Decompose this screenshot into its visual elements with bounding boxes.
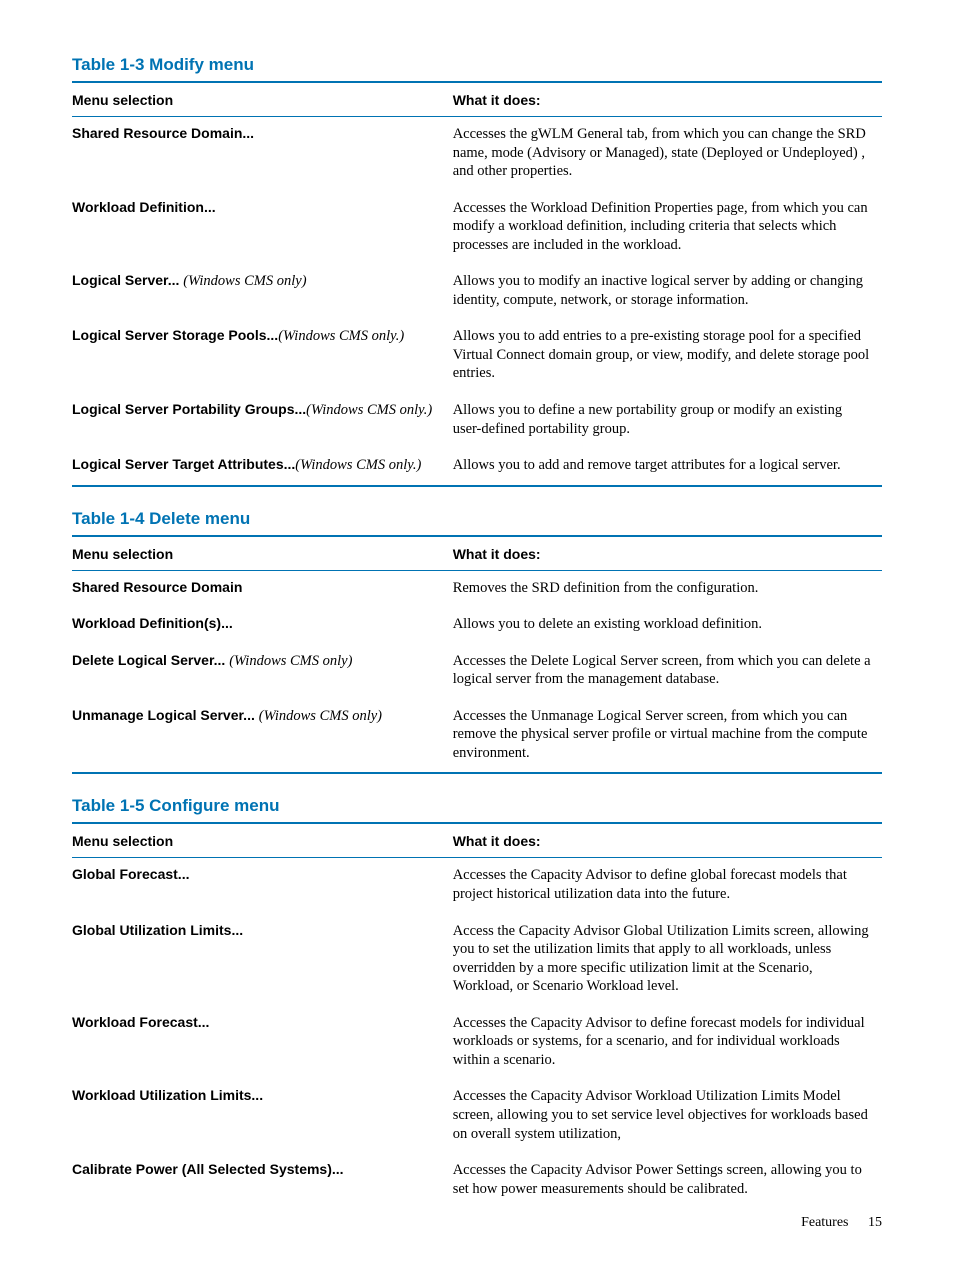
table-row: Unmanage Logical Server... (Windows CMS … [72,699,882,773]
menu-label: Calibrate Power (All Selected Systems)..… [72,1161,344,1177]
menu-label: Global Utilization Limits... [72,922,243,938]
col-header-menu: Menu selection [72,823,453,858]
delete-table: Menu selection What it does: Shared Reso… [72,535,882,773]
menu-label: Logical Server Target Attributes... [72,456,295,472]
menu-label: Workload Definition... [72,199,216,215]
menu-note: (Windows CMS only) [229,653,352,669]
menu-selection-cell: Workload Definition(s)... [72,607,453,644]
menu-selection-cell: Workload Forecast... [72,1006,453,1080]
menu-label: Unmanage Logical Server... [72,707,259,723]
menu-description-cell: Accesses the Capacity Advisor Workload U… [453,1079,882,1153]
menu-description-cell: Access the Capacity Advisor Global Utili… [453,914,882,1006]
page: Table 1-3 Modify menu Menu selection Wha… [0,0,954,1271]
table-title-delete: Table 1-4 Delete menu [72,509,882,529]
menu-selection-cell: Global Forecast... [72,858,453,914]
menu-description-cell: Accesses the Delete Logical Server scree… [453,644,882,699]
menu-selection-cell: Delete Logical Server... (Windows CMS on… [72,644,453,699]
col-header-desc: What it does: [453,823,882,858]
table-row: Logical Server Storage Pools...(Windows … [72,319,882,393]
table-row: Logical Server... (Windows CMS only)Allo… [72,264,882,319]
menu-description-cell: Accesses the Capacity Advisor to define … [453,1006,882,1080]
footer-section: Features [801,1215,848,1230]
menu-selection-cell: Shared Resource Domain... [72,117,453,191]
menu-selection-cell: Logical Server Storage Pools...(Windows … [72,319,453,393]
menu-label: Logical Server... [72,272,183,288]
col-header-desc: What it does: [453,536,882,571]
configure-table: Menu selection What it does: Global Fore… [72,822,882,1208]
menu-label: Shared Resource Domain... [72,125,254,141]
menu-description-cell: Accesses the gWLM General tab, from whic… [453,117,882,191]
menu-description-cell: Accesses the Capacity Advisor to define … [453,858,882,914]
table-rule [72,485,882,487]
table-row: Shared Resource Domain Removes the SRD de… [72,570,882,607]
col-header-menu: Menu selection [72,82,453,117]
menu-selection-cell: Shared Resource Domain [72,570,453,607]
menu-description-cell: Accesses the Workload Definition Propert… [453,191,882,265]
menu-selection-cell: Logical Server Portability Groups...(Win… [72,393,453,448]
menu-label: Workload Utilization Limits... [72,1087,263,1103]
menu-selection-cell: Logical Server... (Windows CMS only) [72,264,453,319]
footer-page-number: 15 [868,1215,882,1231]
menu-label: Logical Server Portability Groups... [72,401,306,417]
menu-selection-cell: Logical Server Target Attributes...(Wind… [72,448,453,485]
menu-label: Global Forecast... [72,866,189,882]
table-row: Workload Utilization Limits... Accesses t… [72,1079,882,1153]
table-row: Workload Definition(s)... Allows you to d… [72,607,882,644]
menu-label: Delete Logical Server... [72,652,229,668]
table-row: Shared Resource Domain... Accesses the gW… [72,117,882,191]
menu-label: Logical Server Storage Pools... [72,327,278,343]
menu-description-cell: Allows you to add entries to a pre-exist… [453,319,882,393]
menu-selection-cell: Workload Definition... [72,191,453,265]
menu-description-cell: Allows you to delete an existing workloa… [453,607,882,644]
table-rule [72,772,882,774]
table-title-configure: Table 1-5 Configure menu [72,796,882,816]
menu-description-cell: Removes the SRD definition from the conf… [453,570,882,607]
table-row: Workload Forecast... Accesses the Capacit… [72,1006,882,1080]
menu-note: (Windows CMS only) [259,708,382,724]
table-row: Logical Server Target Attributes...(Wind… [72,448,882,485]
table-row: Logical Server Portability Groups...(Win… [72,393,882,448]
menu-selection-cell: Workload Utilization Limits... [72,1079,453,1153]
table-row: Delete Logical Server... (Windows CMS on… [72,644,882,699]
menu-label: Workload Definition(s)... [72,615,233,631]
menu-note: (Windows CMS only.) [295,457,421,473]
menu-description-cell: Allows you to modify an inactive logical… [453,264,882,319]
menu-selection-cell: Global Utilization Limits... [72,914,453,1006]
menu-selection-cell: Calibrate Power (All Selected Systems)..… [72,1153,453,1208]
table-title-modify: Table 1-3 Modify menu [72,55,882,75]
modify-table: Menu selection What it does: Shared Reso… [72,81,882,485]
table-row: Workload Definition... Accesses the Workl… [72,191,882,265]
menu-description-cell: Allows you to define a new portability g… [453,393,882,448]
col-header-desc: What it does: [453,82,882,117]
menu-note: (Windows CMS only.) [306,402,432,418]
menu-description-cell: Accesses the Capacity Advisor Power Sett… [453,1153,882,1208]
menu-description-cell: Allows you to add and remove target attr… [453,448,882,485]
menu-label: Workload Forecast... [72,1014,209,1030]
table-row: Calibrate Power (All Selected Systems)..… [72,1153,882,1208]
page-footer: Features 15 [801,1215,882,1231]
col-header-menu: Menu selection [72,536,453,571]
menu-description-cell: Accesses the Unmanage Logical Server scr… [453,699,882,773]
table-row: Global Forecast... Accesses the Capacity … [72,858,882,914]
menu-selection-cell: Unmanage Logical Server... (Windows CMS … [72,699,453,773]
menu-note: (Windows CMS only) [183,273,306,289]
menu-note: (Windows CMS only.) [278,328,404,344]
table-row: Global Utilization Limits... Access the C… [72,914,882,1006]
menu-label: Shared Resource Domain [72,579,242,595]
